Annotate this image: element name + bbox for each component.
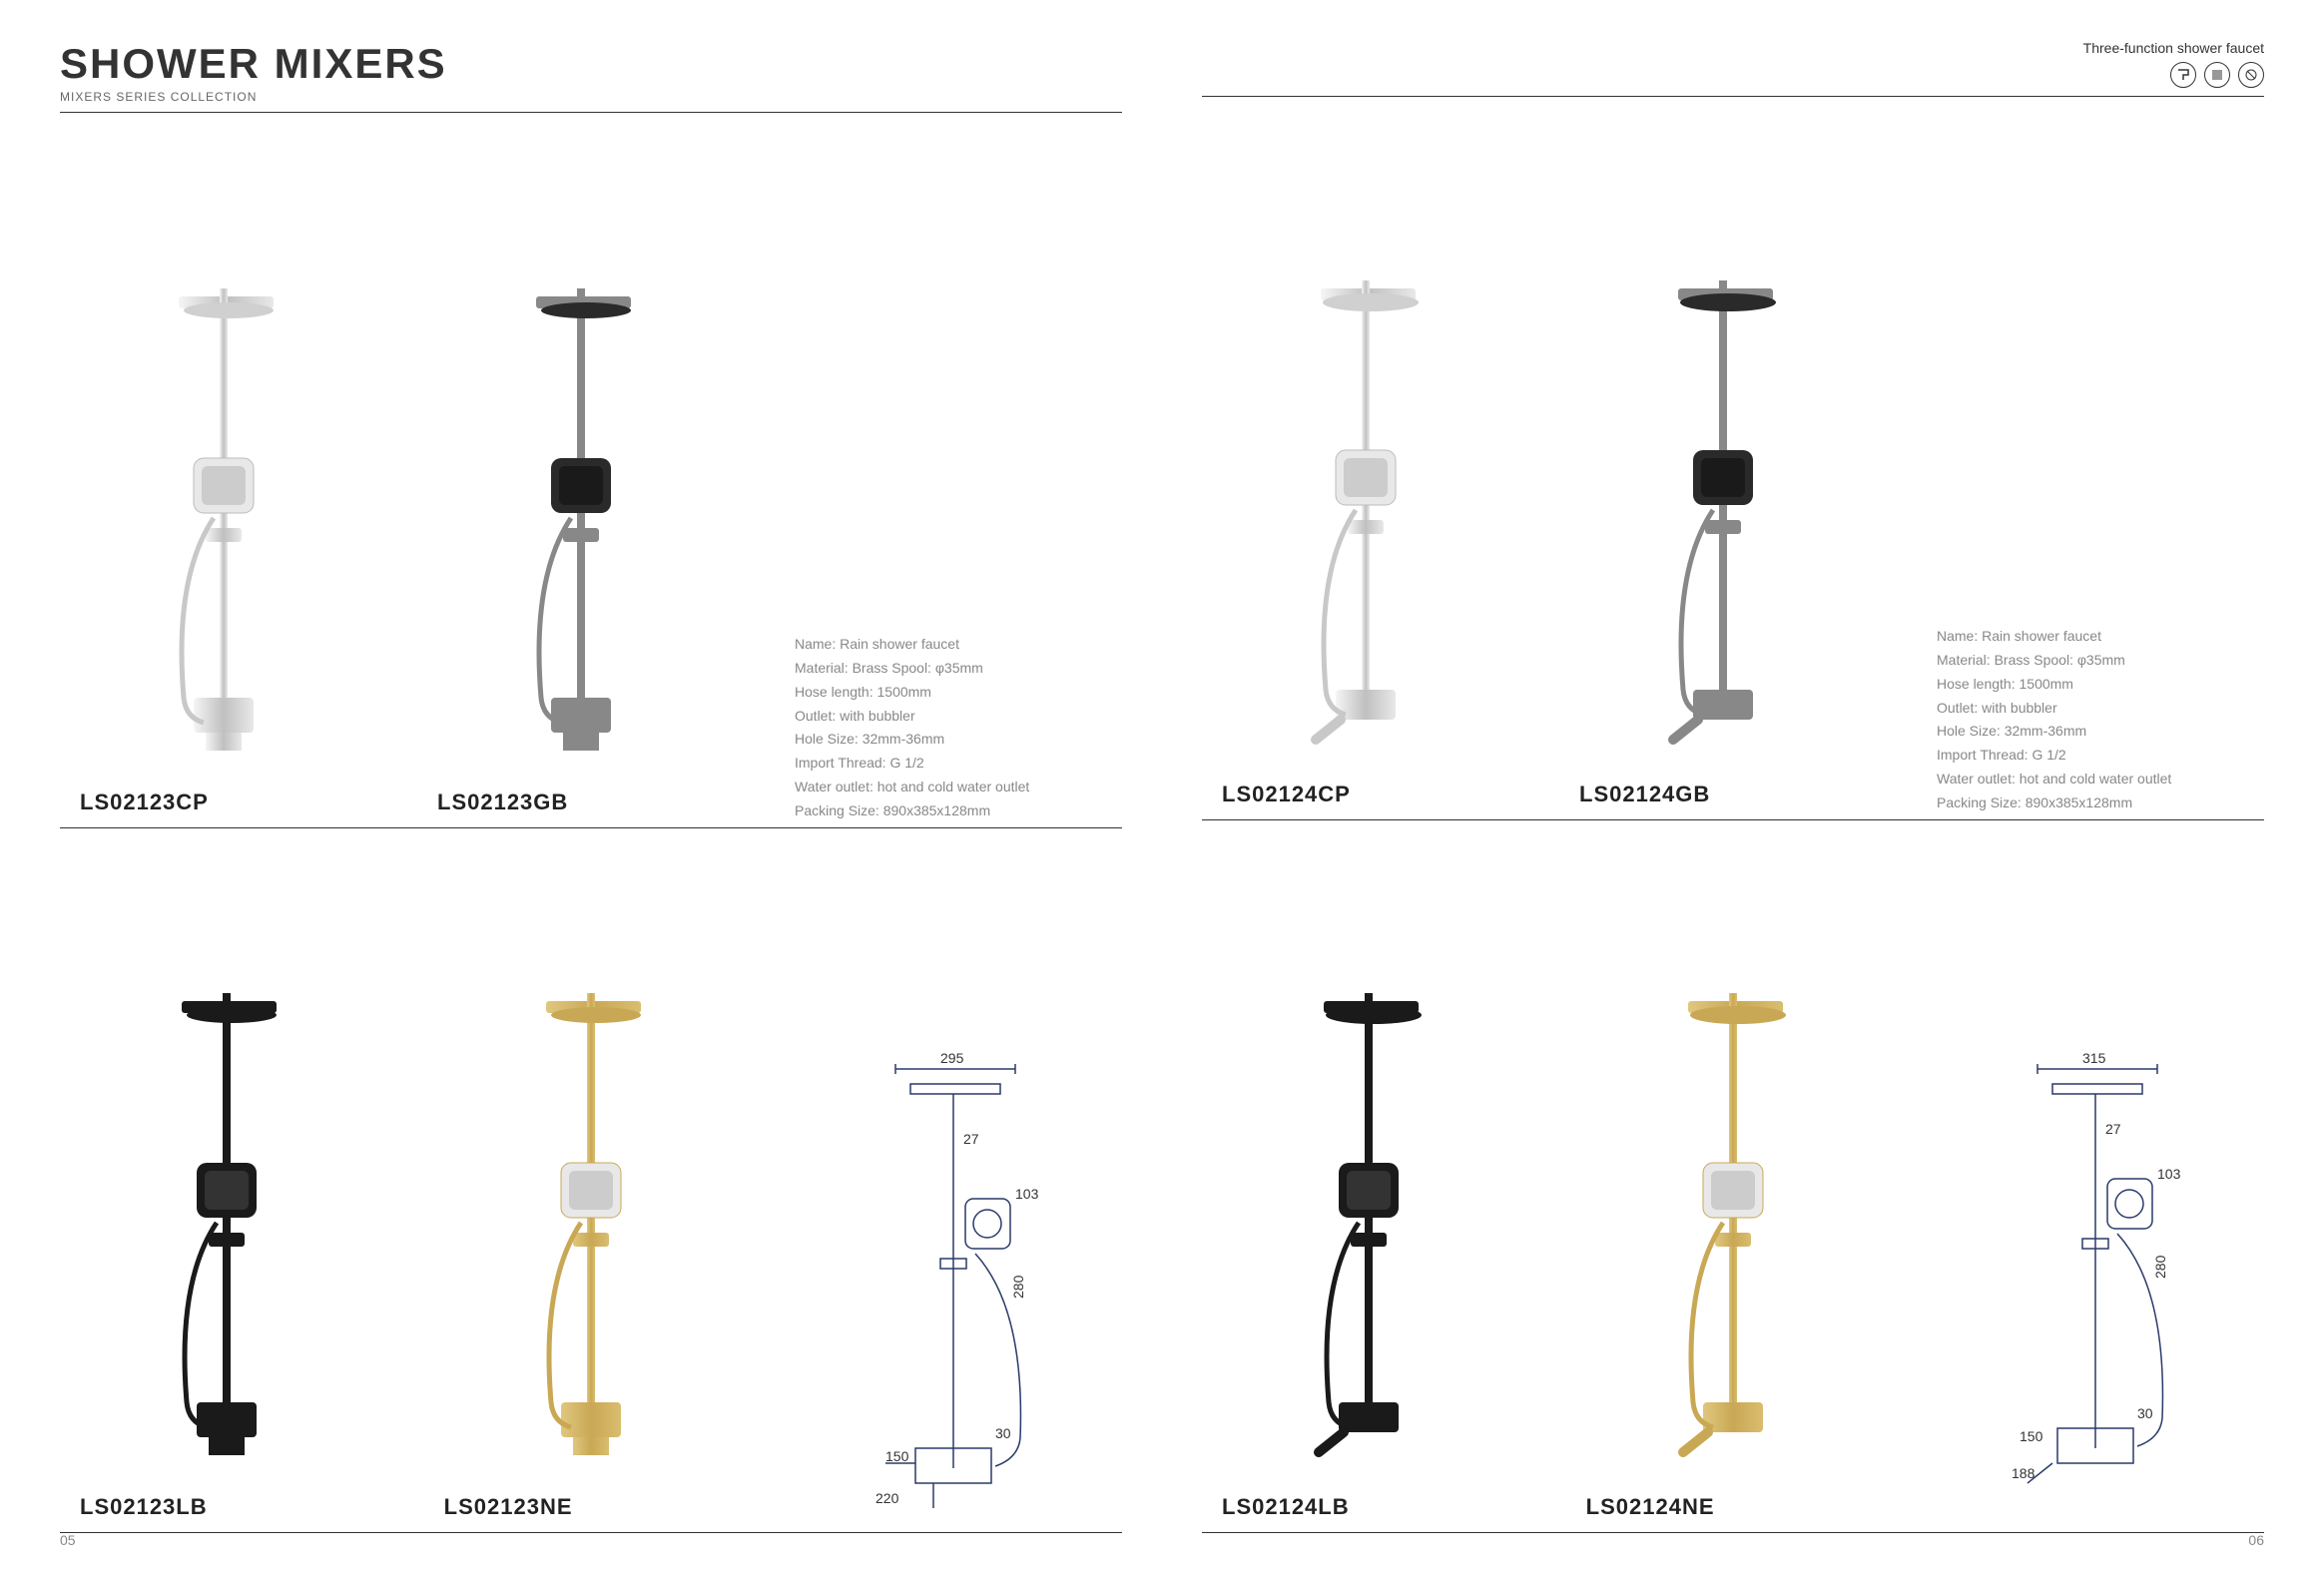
dim-label: 220 [875,1490,899,1506]
product-sku: LS02124LB [1202,1482,1350,1528]
spec-line: Hose length: 1500mm [1937,673,2264,697]
spec-line: Hole Size: 32mm-36mm [795,728,1122,752]
product-row: LS02124LB [1202,830,2264,1529]
product-image [1289,963,1449,1482]
dim-label: 103 [2157,1166,2181,1182]
feature-icon-spray [2238,62,2264,88]
spec-line: Water outlet: hot and cold water outlet [1937,768,2264,791]
product-cell: LS02124CP [1202,251,1529,815]
product-cell: LS02124NE [1566,963,1901,1528]
dim-label: 27 [963,1131,979,1147]
row-divider [1202,1532,2264,1533]
header-rule [1202,96,2264,97]
row-divider [60,827,1122,828]
row-divider [1202,819,2264,820]
shower-mixer-icon [511,983,671,1462]
page-number-left: 05 [60,1532,76,1548]
page-number-right: 06 [2248,1532,2264,1548]
dim-label: 150 [2020,1428,2043,1444]
right-header-block: Three-function shower faucet [2083,40,2264,88]
feature-icon-handle [2170,62,2196,88]
product-image [144,259,303,778]
shower-mixer-icon [501,278,661,758]
product-image [1653,963,1813,1482]
product-image [501,259,661,778]
dim-label: 103 [1015,1186,1039,1202]
dim-label: 315 [2082,1050,2106,1066]
product-sku: LS02123CP [60,778,209,823]
spec-line: Material: Brass Spool: φ35mm [1937,649,2264,673]
product-sku: LS02124GB [1559,770,1710,815]
product-row: LS02123CP [60,133,1122,823]
spec-line: Hose length: 1500mm [795,681,1122,705]
spec-line: Material: Brass Spool: φ35mm [795,657,1122,681]
page-header: SHOWER MIXERS MIXERS SERIES COLLECTION [60,40,1122,104]
right-page: Three-function shower faucet [1202,40,2264,1543]
spec-line: Import Thread: G 1/2 [795,752,1122,776]
page-header-right: Three-function shower faucet [1202,40,2264,88]
product-cell: LS02124GB [1559,251,1887,815]
title-block: SHOWER MIXERS MIXERS SERIES COLLECTION [60,40,447,104]
dim-label: 295 [940,1050,964,1066]
technical-diagram: 295 27 103 280 30 150 220 [788,1049,1122,1528]
dim-label: 280 [2152,1255,2168,1279]
spec-line: Import Thread: G 1/2 [1937,744,2264,768]
spec-line: Name: Rain shower faucet [795,633,1122,657]
dim-label: 30 [995,1425,1011,1441]
spec-line: Water outlet: hot and cold water outlet [795,776,1122,799]
catalog-spread: SHOWER MIXERS MIXERS SERIES COLLECTION [0,0,2324,1573]
feature-icons [2083,62,2264,88]
spec-line: Name: Rain shower faucet [1937,625,2264,649]
product-image [147,963,306,1482]
product-grid-left: LS02123CP [60,133,1122,1543]
spec-line: Outlet: with bubbler [795,705,1122,729]
tagline: Three-function shower faucet [2083,40,2264,56]
spec-line: Hole Size: 32mm-36mm [1937,720,2264,744]
product-sku: LS02123GB [417,778,568,823]
dim-label: 30 [2137,1405,2153,1421]
product-cell: LS02123CP [60,259,387,823]
row-divider [60,1532,1122,1533]
dim-label: 188 [2012,1465,2035,1481]
dimension-drawing-icon: 315 27 103 280 30 150 188 [1998,1049,2197,1528]
shower-mixer-icon [144,278,303,758]
shower-mixer-icon [1643,270,1803,750]
product-cell: LS02124LB [1202,963,1536,1528]
product-row: LS02123LB [60,838,1122,1529]
dim-label: 280 [1010,1275,1026,1299]
product-image [1286,251,1446,770]
spec-line: Packing Size: 890x385x128mm [1937,791,2264,815]
spec-line: Packing Size: 890x385x128mm [795,799,1122,823]
product-image [1643,251,1803,770]
product-sku: LS02124NE [1566,1482,1715,1528]
page-subtitle: MIXERS SERIES COLLECTION [60,90,447,104]
product-cell: LS02123LB [60,963,394,1528]
product-grid-right: LS02124CP [1202,117,2264,1543]
product-sku: LS02123NE [424,1482,573,1528]
product-cell: LS02123GB [417,259,745,823]
product-cell: LS02123NE [424,963,759,1528]
product-sku: LS02124CP [1202,770,1351,815]
shower-mixer-icon [147,983,306,1462]
technical-diagram: 315 27 103 280 30 150 188 [1930,1049,2264,1528]
shower-mixer-icon [1653,983,1813,1462]
page-title: SHOWER MIXERS [60,40,447,88]
product-image [511,963,671,1482]
dim-label: 27 [2105,1121,2121,1137]
spec-line: Outlet: with bubbler [1937,697,2264,721]
header-rule [60,112,1122,113]
dimension-drawing-icon: 295 27 103 280 30 150 220 [856,1049,1055,1528]
spec-column: Name: Rain shower faucet Material: Brass… [775,633,1122,822]
feature-icon-rain [2204,62,2230,88]
product-sku: LS02123LB [60,1482,208,1528]
dim-label: 150 [885,1448,909,1464]
left-page: SHOWER MIXERS MIXERS SERIES COLLECTION [60,40,1122,1543]
shower-mixer-icon [1289,983,1449,1462]
shower-mixer-icon [1286,270,1446,750]
spec-column: Name: Rain shower faucet Material: Brass… [1917,625,2264,814]
product-row: LS02124CP [1202,117,2264,815]
